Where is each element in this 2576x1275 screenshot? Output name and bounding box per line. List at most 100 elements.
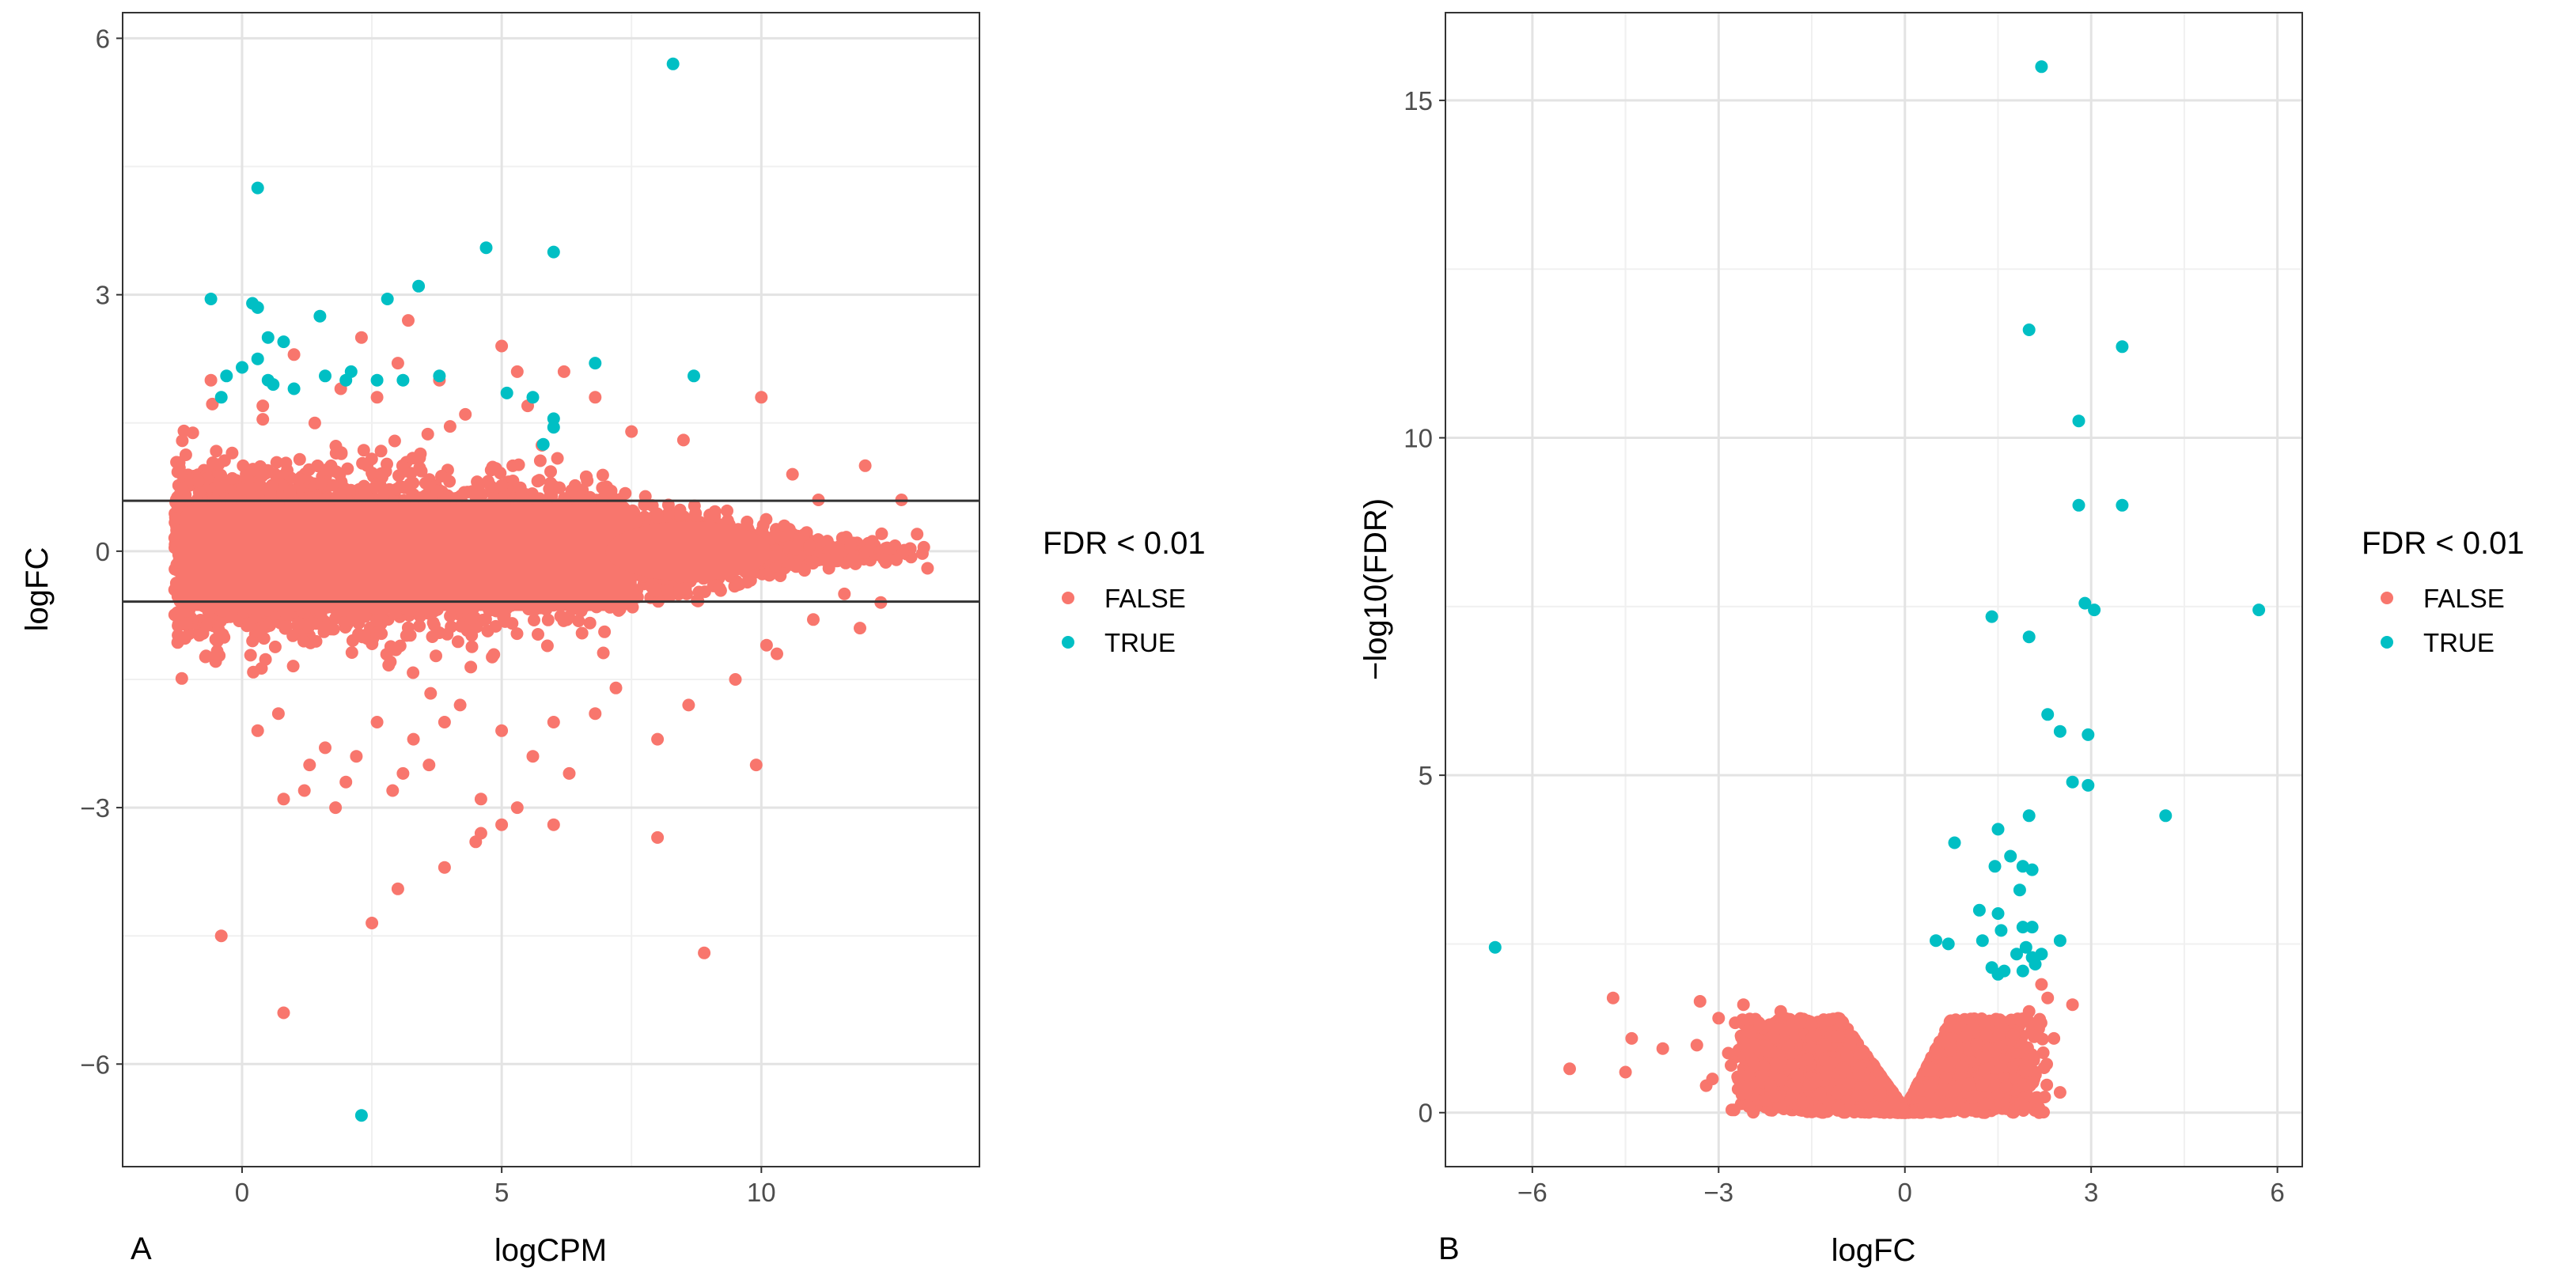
false-point xyxy=(443,420,456,433)
false-point xyxy=(760,513,773,526)
false-point xyxy=(180,617,193,630)
false-point xyxy=(218,630,231,644)
false-point xyxy=(484,479,498,493)
false-point xyxy=(495,479,509,492)
false-point xyxy=(246,463,259,476)
false-point xyxy=(648,584,661,597)
false-point xyxy=(344,483,358,497)
false-point xyxy=(286,660,300,673)
false-point xyxy=(358,629,371,642)
false-point xyxy=(315,477,328,490)
false-point xyxy=(176,434,189,448)
false-point xyxy=(403,477,417,490)
false-point xyxy=(317,621,331,634)
false-point xyxy=(568,479,581,492)
false-point xyxy=(421,427,434,441)
false-point xyxy=(497,611,510,624)
false-point xyxy=(596,468,609,482)
false-point xyxy=(414,447,427,460)
false-point xyxy=(583,616,597,630)
false-point xyxy=(778,519,791,532)
false-point xyxy=(721,504,733,517)
false-point xyxy=(192,486,206,499)
false-point xyxy=(917,540,930,554)
false-point xyxy=(309,634,323,648)
false-point xyxy=(206,397,219,410)
false-point xyxy=(175,672,188,685)
false-point xyxy=(293,452,306,466)
false-point xyxy=(212,458,225,471)
false-point xyxy=(674,508,688,521)
false-point xyxy=(531,475,544,488)
false-point xyxy=(528,614,540,626)
false-point xyxy=(186,426,199,440)
false-point xyxy=(259,653,272,666)
false-point xyxy=(512,458,525,471)
false-point xyxy=(619,486,632,500)
false-point xyxy=(430,484,444,498)
false-point xyxy=(369,614,383,627)
false-point xyxy=(533,454,547,467)
false-point xyxy=(413,619,426,633)
false-point xyxy=(424,687,438,700)
false-point xyxy=(430,649,442,663)
false-point xyxy=(256,413,270,426)
false-point xyxy=(396,459,409,472)
false-point xyxy=(506,617,519,630)
false-point xyxy=(541,613,555,626)
false-point xyxy=(598,625,612,638)
false-point xyxy=(443,475,456,488)
false-point xyxy=(292,616,305,630)
false-point xyxy=(551,452,564,465)
false-point xyxy=(465,629,479,642)
false-point xyxy=(292,472,305,486)
false-point xyxy=(692,585,706,599)
false-point xyxy=(481,624,494,638)
false-point xyxy=(844,538,858,551)
false-point xyxy=(381,457,393,471)
false-point xyxy=(388,434,401,448)
false-point xyxy=(597,646,610,660)
false-point xyxy=(604,484,618,498)
false-point xyxy=(510,627,524,641)
false-point xyxy=(465,612,479,626)
false-point xyxy=(196,626,210,640)
false-point xyxy=(532,628,544,641)
false-point xyxy=(454,619,468,633)
false-point xyxy=(465,640,479,653)
false-point xyxy=(427,619,441,632)
false-point xyxy=(244,649,257,662)
false-point xyxy=(270,456,283,469)
false-point xyxy=(579,470,593,483)
false-point xyxy=(302,463,316,476)
false-point xyxy=(345,646,358,659)
false-point xyxy=(444,609,457,622)
false-point xyxy=(390,482,403,496)
false-point xyxy=(553,481,566,494)
false-point xyxy=(413,461,426,475)
false-point xyxy=(357,444,370,457)
false-point xyxy=(279,456,293,470)
false-point xyxy=(178,632,191,645)
false-point xyxy=(572,615,585,627)
false-point xyxy=(688,509,702,523)
false-point xyxy=(544,465,557,479)
false-point xyxy=(389,643,403,656)
false-point xyxy=(464,660,478,674)
false-point xyxy=(199,650,212,664)
false-point xyxy=(767,530,781,543)
false-point xyxy=(382,659,396,672)
false-point xyxy=(713,581,726,595)
false-point xyxy=(268,640,282,653)
false-point xyxy=(356,456,369,470)
false-point xyxy=(451,635,464,649)
false-point xyxy=(366,467,379,479)
false-point xyxy=(297,634,310,648)
false-point xyxy=(225,471,239,485)
false-point xyxy=(210,645,224,658)
false-point xyxy=(247,665,260,679)
false-point xyxy=(400,629,413,642)
false-point xyxy=(650,507,664,520)
